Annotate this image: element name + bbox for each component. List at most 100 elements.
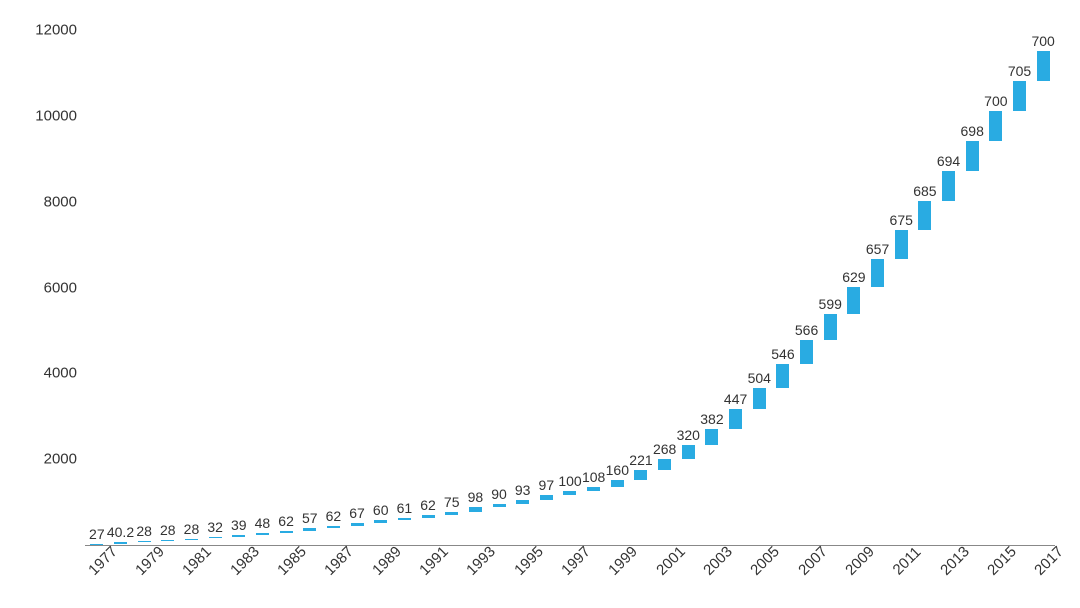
bar bbox=[563, 491, 576, 495]
bar-value-label: 705 bbox=[1008, 63, 1031, 79]
bar-value-label: 382 bbox=[700, 411, 723, 427]
bar-value-label: 657 bbox=[866, 241, 889, 257]
bar-value-label: 39 bbox=[231, 517, 247, 533]
bar-value-label: 675 bbox=[890, 212, 913, 228]
bar-value-label: 28 bbox=[160, 522, 176, 538]
bar bbox=[280, 531, 293, 534]
x-tick-label: 1989 bbox=[369, 543, 405, 579]
x-tick-label: 2017 bbox=[1031, 543, 1067, 579]
bar bbox=[895, 230, 908, 259]
bar bbox=[493, 504, 506, 508]
bar-value-label: 447 bbox=[724, 391, 747, 407]
y-tick-label: 2000 bbox=[44, 451, 77, 468]
x-tick-label: 2013 bbox=[937, 543, 973, 579]
bar bbox=[918, 201, 931, 230]
bar-value-label: 40.2 bbox=[107, 524, 134, 540]
bar bbox=[398, 518, 411, 521]
x-tick-label: 1979 bbox=[132, 543, 168, 579]
bar bbox=[114, 542, 127, 544]
bar-value-label: 75 bbox=[444, 494, 460, 510]
bar-value-label: 629 bbox=[842, 269, 865, 285]
x-tick-label: 1995 bbox=[511, 543, 547, 579]
bar-value-label: 93 bbox=[515, 482, 531, 498]
bar bbox=[682, 445, 695, 459]
bar-value-label: 599 bbox=[819, 296, 842, 312]
bar bbox=[90, 544, 103, 545]
x-tick-label: 2007 bbox=[795, 543, 831, 579]
x-tick-label: 2015 bbox=[984, 543, 1020, 579]
bar bbox=[469, 507, 482, 511]
bar bbox=[327, 526, 340, 529]
bar bbox=[138, 541, 151, 542]
x-tick-label: 2001 bbox=[653, 543, 689, 579]
x-tick-label: 1993 bbox=[464, 543, 500, 579]
bar-value-label: 108 bbox=[582, 469, 605, 485]
bar bbox=[634, 470, 647, 479]
bar bbox=[256, 533, 269, 535]
bar bbox=[1013, 81, 1026, 111]
x-tick-label: 1983 bbox=[227, 543, 263, 579]
bar bbox=[161, 540, 174, 541]
bar bbox=[422, 515, 435, 518]
bar-value-label: 698 bbox=[961, 123, 984, 139]
bar bbox=[658, 459, 671, 471]
bar-value-label: 160 bbox=[606, 462, 629, 478]
x-tick-label: 2005 bbox=[747, 543, 783, 579]
bar bbox=[445, 512, 458, 515]
bar-value-label: 97 bbox=[539, 477, 555, 493]
bar-value-label: 98 bbox=[468, 489, 484, 505]
bar-value-label: 57 bbox=[302, 510, 318, 526]
bar bbox=[185, 539, 198, 540]
bar-value-label: 28 bbox=[184, 521, 200, 537]
cumulative-bar-chart: 200040006000800010000120002740.228282832… bbox=[0, 0, 1080, 608]
y-tick-label: 12000 bbox=[35, 22, 77, 39]
bar-value-label: 700 bbox=[984, 93, 1007, 109]
bar bbox=[800, 340, 813, 364]
x-tick-label: 1987 bbox=[322, 543, 358, 579]
bar-value-label: 28 bbox=[136, 523, 152, 539]
x-tick-label: 1997 bbox=[558, 543, 594, 579]
bar-value-label: 320 bbox=[677, 427, 700, 443]
bar-value-label: 685 bbox=[913, 183, 936, 199]
x-tick-label: 1981 bbox=[180, 543, 216, 579]
bar-value-label: 694 bbox=[937, 153, 960, 169]
bar-value-label: 32 bbox=[207, 519, 223, 535]
bar-value-label: 221 bbox=[629, 452, 652, 468]
bar-value-label: 700 bbox=[1031, 33, 1054, 49]
bar bbox=[871, 259, 884, 287]
bar-value-label: 268 bbox=[653, 441, 676, 457]
x-tick-label: 1977 bbox=[85, 543, 121, 579]
bar bbox=[753, 388, 766, 410]
bar bbox=[232, 535, 245, 537]
bar bbox=[516, 500, 529, 504]
bar bbox=[540, 495, 553, 499]
bar-value-label: 504 bbox=[748, 370, 771, 386]
x-tick-label: 1985 bbox=[274, 543, 310, 579]
bar bbox=[989, 111, 1002, 141]
bar-value-label: 67 bbox=[349, 505, 365, 521]
bar bbox=[824, 314, 837, 340]
bar bbox=[209, 537, 222, 538]
y-tick-label: 10000 bbox=[35, 107, 77, 124]
y-tick-label: 4000 bbox=[44, 365, 77, 382]
bar bbox=[1037, 51, 1050, 81]
bar-value-label: 100 bbox=[558, 473, 581, 489]
bar-value-label: 48 bbox=[255, 515, 271, 531]
bar-value-label: 62 bbox=[420, 497, 436, 513]
bar bbox=[776, 364, 789, 387]
x-tick-label: 2011 bbox=[890, 544, 925, 579]
bar-value-label: 546 bbox=[771, 346, 794, 362]
bar bbox=[847, 287, 860, 314]
bar-value-label: 566 bbox=[795, 322, 818, 338]
bar bbox=[351, 523, 364, 526]
bar-value-label: 62 bbox=[326, 508, 342, 524]
bar bbox=[705, 429, 718, 445]
bar bbox=[966, 141, 979, 171]
y-tick-label: 6000 bbox=[44, 279, 77, 296]
bar-value-label: 27 bbox=[89, 526, 105, 542]
bar bbox=[303, 528, 316, 530]
y-tick-label: 8000 bbox=[44, 193, 77, 210]
x-tick-label: 1999 bbox=[606, 543, 642, 579]
bar-value-label: 62 bbox=[278, 513, 294, 529]
x-tick-label: 2003 bbox=[700, 543, 736, 579]
